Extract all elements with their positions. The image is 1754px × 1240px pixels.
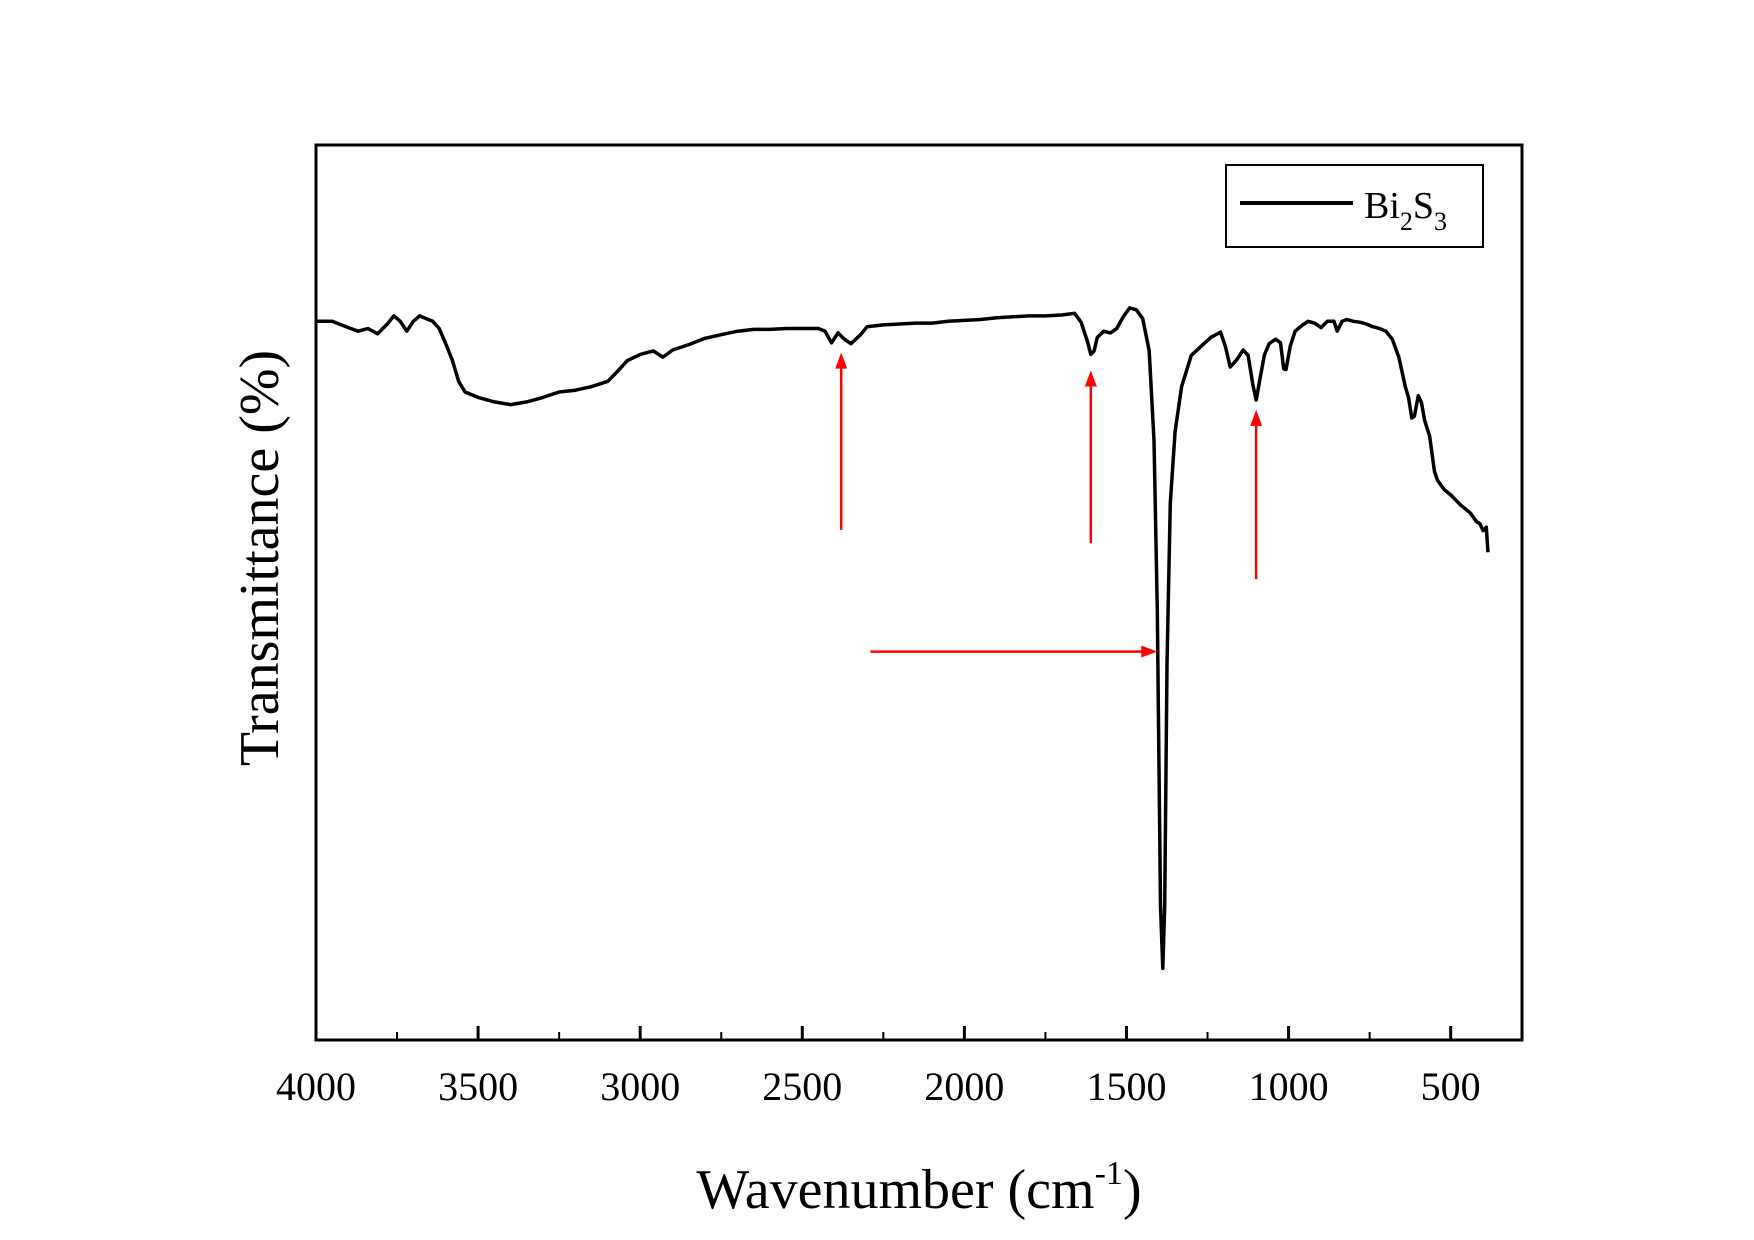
peak-arrow-head-0 [835, 352, 848, 369]
legend-box [1225, 164, 1484, 248]
x-tick-label-3500: 3500 [438, 1064, 518, 1109]
peak-arrow-head-1 [1084, 370, 1097, 387]
x-tick-label-2000: 2000 [924, 1064, 1004, 1109]
peak-arrow-1 [1084, 370, 1097, 544]
peak-arrow-head-3 [1141, 645, 1158, 658]
x-axis-title: Wavenumber (cm-1) [696, 1155, 1141, 1221]
x-tick-label-3000: 3000 [600, 1064, 680, 1109]
x-tick-label-500: 500 [1421, 1064, 1481, 1109]
x-axis-tick-labels: 4000 3500 3000 2500 2000 1500 1000 500 [276, 1064, 1481, 1109]
peak-arrow-3 [870, 645, 1158, 658]
series-line-0 [316, 306, 1490, 971]
series-group [316, 306, 1490, 971]
peak-arrow-0 [835, 352, 848, 530]
legend-label: Bi2S3 [1364, 185, 1447, 236]
peak-arrows [835, 352, 1263, 658]
legend: Bi2S3 [1225, 164, 1484, 248]
plot-frame [314, 143, 1524, 1042]
x-axis-ticks [314, 1026, 1453, 1040]
peak-arrow-2 [1250, 409, 1263, 580]
x-tick-label-1500: 1500 [1086, 1064, 1166, 1109]
y-axis-title: Transmittance (%) [229, 350, 291, 766]
peak-arrow-head-2 [1250, 409, 1263, 426]
x-tick-label-1000: 1000 [1249, 1064, 1329, 1109]
x-tick-label-4000: 4000 [276, 1064, 356, 1109]
x-tick-label-2500: 2500 [762, 1064, 842, 1109]
